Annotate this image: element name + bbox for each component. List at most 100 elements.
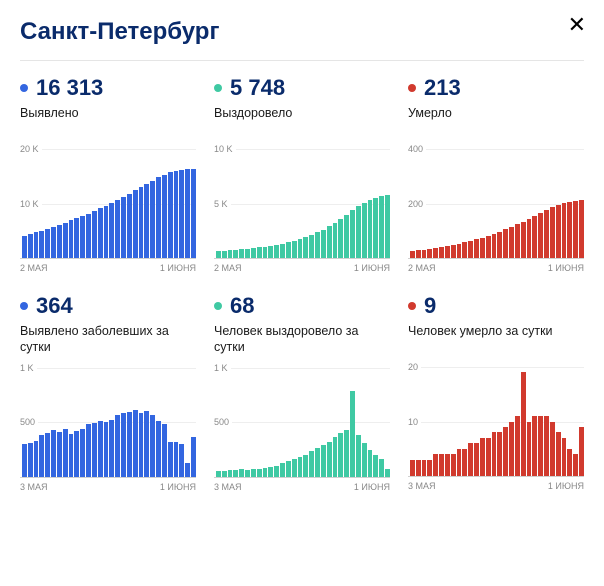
bar [303, 237, 308, 258]
bar [439, 454, 444, 476]
stat-value: 5 748 [230, 75, 285, 101]
divider [20, 60, 584, 61]
bar [497, 432, 502, 476]
bar [462, 449, 467, 476]
bar [39, 231, 44, 258]
y-tick-label: 1 K [20, 363, 37, 373]
y-tick-label: 10 [408, 417, 421, 427]
bar [98, 208, 103, 258]
stat-label: Выявлено заболевших за сутки [20, 323, 196, 356]
bar [579, 200, 584, 258]
bar [86, 214, 91, 258]
y-tick-label: 20 K [20, 144, 42, 154]
bar [503, 427, 508, 476]
bar [416, 460, 421, 476]
bar [486, 236, 491, 258]
bar [92, 211, 97, 258]
stat-label: Выявлено [20, 105, 196, 137]
bar [527, 422, 532, 477]
bar [51, 227, 56, 258]
x-start-label: 3 МАЯ [408, 481, 436, 491]
bar [268, 467, 273, 477]
bar [191, 169, 196, 258]
bar [538, 213, 543, 258]
bar [468, 443, 473, 476]
bar [373, 198, 378, 258]
stat-label: Человек умерло за сутки [408, 323, 584, 355]
bar [562, 203, 567, 258]
close-icon[interactable]: ✕ [568, 14, 586, 36]
bar [385, 195, 390, 258]
stat-value: 213 [424, 75, 461, 101]
bar [356, 206, 361, 258]
bar [532, 416, 537, 476]
bar [222, 251, 227, 258]
bar [80, 216, 85, 258]
stat-label: Умерло [408, 105, 584, 137]
bar [109, 203, 114, 258]
bar [257, 469, 262, 477]
bar [69, 434, 74, 477]
bar [162, 424, 167, 476]
y-tick-label: 1 K [214, 363, 231, 373]
bar [298, 457, 303, 477]
bar [233, 250, 238, 258]
bar [544, 210, 549, 258]
x-end-label: 1 ИЮНЯ [548, 263, 584, 273]
stat-card-deaths_daily: 9Человек умерло за сутки20103 МАЯ1 ИЮНЯ [408, 293, 584, 492]
bar [527, 219, 532, 258]
bar [39, 435, 44, 476]
bar [422, 460, 427, 476]
bar [368, 450, 373, 476]
bar [298, 239, 303, 258]
bar [556, 205, 561, 258]
bar [445, 454, 450, 476]
bar [362, 203, 367, 258]
bar [356, 435, 361, 476]
bar [544, 416, 549, 476]
bar [350, 210, 355, 258]
bar [439, 247, 444, 258]
bar [45, 229, 50, 258]
bar [480, 438, 485, 476]
bar [433, 248, 438, 258]
bar [191, 437, 196, 477]
bar [251, 469, 256, 476]
stat-card-recovered_total: 5 748Выздоровело10 K5 K2 МАЯ1 ИЮНЯ [214, 75, 390, 273]
bar [321, 445, 326, 477]
stat-value: 364 [36, 293, 73, 319]
bar [280, 463, 285, 476]
bar [263, 468, 268, 477]
y-tick-label: 10 K [214, 144, 236, 154]
bar [292, 459, 297, 476]
x-end-label: 1 ИЮНЯ [160, 263, 196, 273]
bar [416, 250, 421, 258]
page-title: Санкт-Петербург [20, 18, 584, 46]
bar [550, 207, 555, 258]
bar [63, 429, 68, 477]
bar [63, 223, 68, 258]
bar [22, 236, 27, 258]
bar [233, 470, 238, 476]
bar [368, 200, 373, 258]
bar [492, 234, 497, 258]
bar [74, 431, 79, 477]
bar [57, 432, 62, 477]
bar [104, 422, 109, 477]
y-tick-label: 20 [408, 362, 421, 372]
bar [28, 234, 33, 258]
bar [168, 172, 173, 258]
bar [274, 466, 279, 477]
bar [515, 416, 520, 476]
bar [133, 190, 138, 258]
bar [80, 429, 85, 477]
bar [121, 197, 126, 258]
x-start-label: 3 МАЯ [20, 482, 48, 492]
bar [51, 430, 56, 477]
bar [309, 451, 314, 476]
bar-chart: 10 K5 K [214, 149, 390, 259]
bar [286, 242, 291, 258]
bar [150, 415, 155, 476]
stat-card-recovered_daily: 68Человек выздоровело за сутки1 K5003 МА… [214, 293, 390, 492]
bar [57, 225, 62, 258]
